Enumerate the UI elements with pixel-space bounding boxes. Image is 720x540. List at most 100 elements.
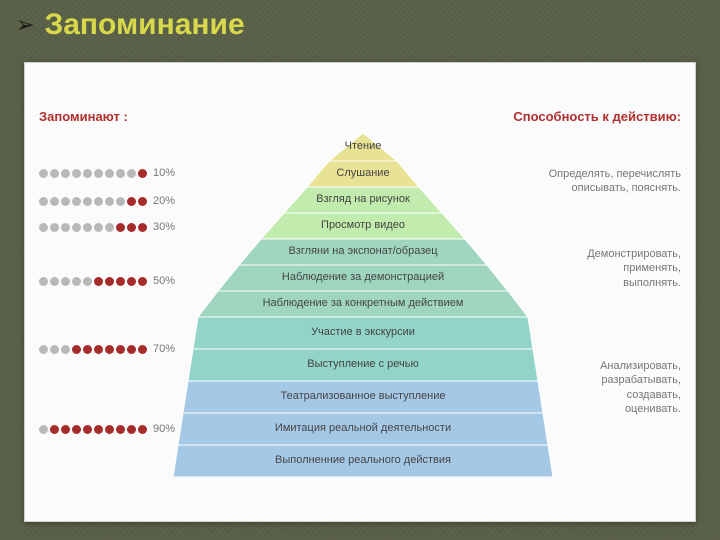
pyramid-layer: Чтение	[329, 133, 397, 161]
retention-dot-row: 50%	[39, 275, 175, 287]
dot-grey-icon	[61, 345, 70, 354]
dot-grey-icon	[105, 223, 114, 232]
pyramid-layer-label: Участие в экскурсии	[311, 325, 415, 340]
dot-red-icon	[127, 197, 136, 206]
retention-dot-row: 10%	[39, 167, 175, 179]
retention-percent: 90%	[153, 423, 175, 435]
dot-grey-icon	[50, 169, 59, 178]
pyramid-layer: Выступление с речью	[188, 349, 538, 381]
dot-red-icon	[138, 345, 147, 354]
dot-grey-icon	[50, 345, 59, 354]
dot-grey-icon	[50, 223, 59, 232]
retention-percent: 10%	[153, 167, 175, 179]
retention-dot-row: 30%	[39, 221, 175, 233]
dot-grey-icon	[72, 197, 81, 206]
dot-grey-icon	[94, 223, 103, 232]
dot-red-icon	[94, 345, 103, 354]
retention-dot-row: 70%	[39, 343, 175, 355]
bullet-icon: ➢	[16, 12, 34, 38]
pyramid-layer-label: Взгляни на экспонат/образец	[288, 244, 437, 259]
right-column-header: Способность к действию:	[513, 109, 681, 124]
dot-red-icon	[127, 425, 136, 434]
dot-grey-icon	[61, 223, 70, 232]
pyramid-layer: Взгляд на рисунок	[284, 187, 442, 213]
slide-title: Запоминание	[44, 8, 244, 42]
dot-grey-icon	[72, 169, 81, 178]
dot-red-icon	[94, 277, 103, 286]
dot-red-icon	[138, 277, 147, 286]
pyramid-layer: Наблюдение за демонстрацией	[218, 265, 508, 291]
dot-grey-icon	[39, 425, 48, 434]
dot-red-icon	[138, 197, 147, 206]
dot-grey-icon	[61, 197, 70, 206]
dot-grey-icon	[83, 197, 92, 206]
pyramid-layer-label: Выступление с речью	[307, 357, 418, 372]
pyramid-layer-label: Театрализованное выступление	[281, 389, 446, 404]
pyramid-layer: Театрализованное выступление	[183, 381, 543, 413]
pyramid-layer: Участие в экскурсии	[193, 317, 533, 349]
dot-grey-icon	[72, 277, 81, 286]
dot-red-icon	[83, 345, 92, 354]
dot-grey-icon	[61, 277, 70, 286]
dot-red-icon	[105, 425, 114, 434]
retention-percent: 30%	[153, 221, 175, 233]
dot-red-icon	[105, 277, 114, 286]
dot-grey-icon	[39, 169, 48, 178]
dot-grey-icon	[39, 345, 48, 354]
dot-red-icon	[127, 277, 136, 286]
dot-grey-icon	[94, 169, 103, 178]
pyramid-layer-label: Взгляд на рисунок	[316, 192, 410, 207]
dot-grey-icon	[50, 197, 59, 206]
dot-red-icon	[72, 345, 81, 354]
pyramid-layer: Выполненние реального действия	[173, 445, 553, 477]
dot-grey-icon	[127, 169, 136, 178]
pyramid-layer: Просмотр видео	[261, 213, 465, 239]
dot-grey-icon	[116, 169, 125, 178]
dot-grey-icon	[116, 197, 125, 206]
pyramid-layer: Имитация реальной деятельности	[178, 413, 548, 445]
dot-red-icon	[116, 425, 125, 434]
pyramid-layer-label: Имитация реальной деятельности	[275, 421, 451, 436]
dot-red-icon	[138, 169, 147, 178]
dot-red-icon	[127, 223, 136, 232]
dot-red-icon	[105, 345, 114, 354]
dot-red-icon	[138, 425, 147, 434]
retention-dot-row: 90%	[39, 423, 175, 435]
pyramid-layer-label: Выполненние реального действия	[275, 453, 451, 468]
ability-text: Анализировать,разрабатывать,создавать,оц…	[600, 359, 681, 416]
retention-dot-row: 20%	[39, 195, 175, 207]
pyramid-layer: Взгляни на экспонат/образец	[239, 239, 487, 265]
dot-red-icon	[138, 223, 147, 232]
dot-red-icon	[127, 345, 136, 354]
pyramid-layer: Слушание	[307, 161, 419, 187]
retention-percent: 20%	[153, 195, 175, 207]
dot-grey-icon	[83, 223, 92, 232]
ability-text: Демонстрировать,применять,выполнять.	[587, 247, 681, 290]
dot-red-icon	[116, 345, 125, 354]
dot-grey-icon	[39, 197, 48, 206]
pyramid-layer: Наблюдение за конкретным действием	[198, 291, 528, 317]
diagram-inner: Запоминают : Способность к действию: Чте…	[25, 63, 695, 521]
dot-grey-icon	[83, 169, 92, 178]
dot-red-icon	[50, 425, 59, 434]
pyramid-layer-label: Слушание	[336, 166, 389, 181]
learning-pyramid: Чтение Слушание Взгляд на рисунок Просмотр …	[173, 133, 553, 503]
dot-red-icon	[72, 425, 81, 434]
dot-red-icon	[116, 223, 125, 232]
pyramid-layer-label: Просмотр видео	[321, 218, 405, 233]
dot-grey-icon	[105, 169, 114, 178]
pyramid-layer-label: Наблюдение за конкретным действием	[263, 296, 464, 311]
dot-grey-icon	[39, 223, 48, 232]
retention-percent: 50%	[153, 275, 175, 287]
dot-red-icon	[61, 425, 70, 434]
dot-grey-icon	[50, 277, 59, 286]
ability-text: Определять, перечислятьописывать, поясня…	[549, 167, 681, 196]
dot-grey-icon	[94, 197, 103, 206]
dot-grey-icon	[72, 223, 81, 232]
dot-grey-icon	[61, 169, 70, 178]
dot-red-icon	[94, 425, 103, 434]
pyramid-layer-label: Наблюдение за демонстрацией	[282, 270, 444, 285]
pyramid-layer-label: Чтение	[345, 139, 382, 154]
retention-percent: 70%	[153, 343, 175, 355]
dot-red-icon	[116, 277, 125, 286]
